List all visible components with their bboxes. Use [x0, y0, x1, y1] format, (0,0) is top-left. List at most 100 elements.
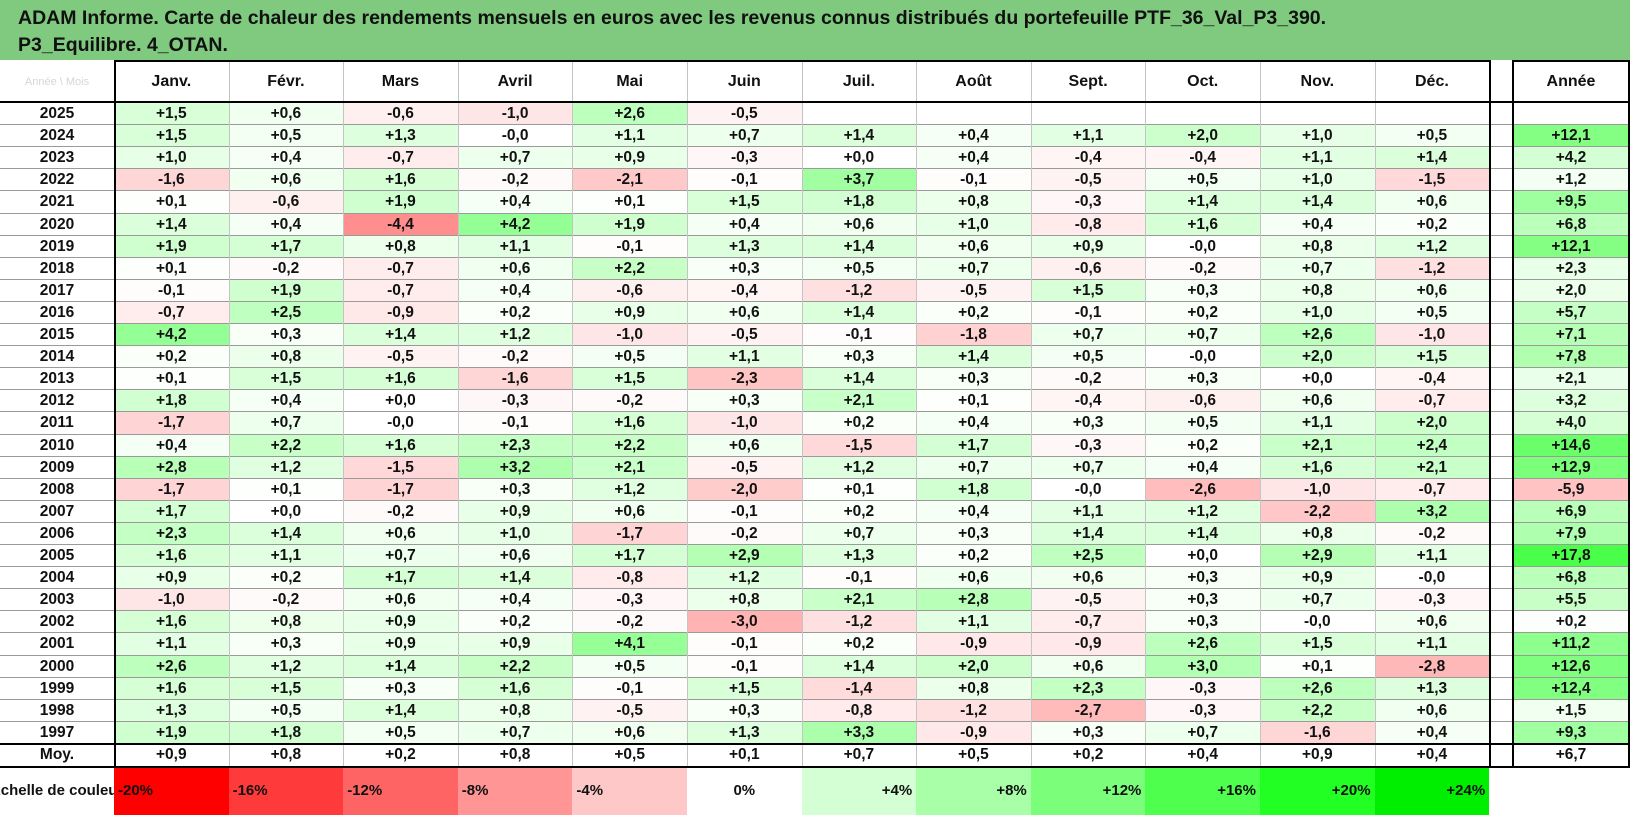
month-value-cell: +0,6: [1374, 611, 1490, 634]
column-divider: [1628, 60, 1630, 767]
month-value-cell: +1,2: [228, 655, 344, 678]
annual-value-cell: -5,9: [1512, 478, 1630, 501]
month-value-cell: -0,2: [687, 522, 802, 545]
annual-value-cell: +12,4: [1512, 677, 1630, 700]
row-divider: [0, 521, 1630, 523]
year-label: 2012: [39, 392, 75, 410]
annual-value-cell: +11,2: [1512, 633, 1630, 656]
month-value-cell: +0,8: [916, 677, 1031, 700]
month-value-cell: +0,9: [1260, 567, 1375, 590]
month-value-cell: +0,8: [228, 611, 344, 634]
month-value-cell: +2,2: [572, 434, 687, 457]
month-value-cell: +0,4: [1374, 721, 1490, 744]
month-value-cell: -0,2: [572, 611, 687, 634]
year-label: 2005: [39, 547, 75, 565]
month-value-cell: +0,2: [1145, 434, 1260, 457]
month-value-cell: +1,9: [572, 213, 687, 236]
month-value-cell: +0,2: [228, 567, 344, 590]
annual-value-cell: +1,5: [1512, 699, 1630, 722]
month-value-cell: +0,6: [1260, 390, 1375, 413]
year-label: 2023: [39, 149, 75, 167]
month-value-cell: +2,6: [114, 655, 229, 678]
month-value-cell: +2,0: [1260, 346, 1375, 369]
month-value-cell: +0,6: [1030, 655, 1146, 678]
column-divider: [457, 60, 459, 767]
month-value-cell: +0,2: [916, 545, 1031, 568]
month-value-cell: +2,9: [1260, 545, 1375, 568]
month-value-cell: +1,2: [1374, 235, 1490, 258]
month-value-cell: +0,2: [801, 500, 917, 523]
color-scale-swatch: -20%: [114, 766, 229, 815]
month-value-cell: +1,6: [114, 611, 229, 634]
month-value-cell: -0,3: [1030, 434, 1146, 457]
row-divider: [0, 323, 1630, 324]
month-value-cell: +0,6: [343, 589, 458, 612]
month-value-cell: +0,5: [801, 257, 917, 280]
month-value-cell: +1,0: [916, 213, 1031, 236]
month-value-cell: +0,2: [916, 301, 1031, 324]
chart-title: ADAM Informe. Carte de chaleur des rende…: [0, 0, 1630, 60]
month-value-cell: +4,2: [457, 213, 573, 236]
month-value-cell: -1,7: [572, 522, 687, 545]
month-value-cell: +0,7: [1145, 324, 1260, 347]
month-value-cell: +0,6: [457, 545, 573, 568]
chart-title-line2: P3_Equilibre. 4_OTAN.: [18, 34, 228, 56]
year-label: 1997: [39, 723, 75, 741]
month-value-cell: +2,2: [457, 655, 573, 678]
month-value-cell: +2,9: [687, 545, 802, 568]
month-value-cell: +1,9: [228, 279, 344, 302]
month-value-cell: +2,0: [1374, 412, 1490, 435]
month-value-cell: +1,2: [572, 478, 687, 501]
month-value-cell: +1,1: [457, 235, 573, 258]
month-value-cell: +3,7: [801, 169, 917, 192]
month-value-cell: +0,2: [457, 301, 573, 324]
row-divider: [0, 610, 1630, 612]
month-value-cell: +0,5: [1145, 169, 1260, 192]
month-header: Nov.: [1300, 72, 1335, 90]
month-value-cell: +1,1: [114, 633, 229, 656]
month-value-cell: +1,7: [343, 567, 458, 590]
month-header: Janv.: [151, 72, 192, 90]
month-value-cell: +2,8: [114, 456, 229, 479]
month-value-cell: +2,1: [1374, 456, 1490, 479]
month-header: Juin: [727, 72, 761, 90]
column-divider: [801, 60, 803, 767]
month-value-cell: [1260, 103, 1375, 126]
color-scale-swatch: +20%: [1260, 766, 1375, 815]
month-value-cell: -0,1: [457, 412, 573, 435]
month-value-cell: +0,4: [1260, 213, 1375, 236]
month-value-cell: +0,7: [916, 456, 1031, 479]
month-value-cell: -0,7: [1374, 390, 1490, 413]
month-value-cell: +1,3: [343, 125, 458, 148]
month-value-cell: +2,2: [572, 257, 687, 280]
month-value-cell: +1,6: [343, 368, 458, 391]
annual-value-cell: +12,6: [1512, 655, 1630, 678]
month-value-cell: +1,8: [916, 478, 1031, 501]
month-value-cell: -0,2: [1030, 368, 1146, 391]
month-value-cell: +0,1: [572, 191, 687, 214]
month-value-cell: +1,7: [916, 434, 1031, 457]
month-value-cell: +1,1: [1374, 633, 1490, 656]
month-value-cell: +0,9: [457, 633, 573, 656]
month-value-cell: -1,7: [114, 478, 229, 501]
month-value-cell: +2,6: [1260, 677, 1375, 700]
month-value-cell: +2,1: [572, 456, 687, 479]
month-value-cell: +0,6: [916, 567, 1031, 590]
month-value-cell: +0,6: [801, 213, 917, 236]
month-value-cell: +0,7: [1260, 589, 1375, 612]
month-value-cell: +4,1: [572, 633, 687, 656]
month-value-cell: +1,5: [1260, 633, 1375, 656]
month-value-cell: +0,5: [1145, 412, 1260, 435]
row-divider: [0, 544, 1630, 545]
month-value-cell: +1,3: [687, 235, 802, 258]
month-value-cell: +2,6: [1260, 324, 1375, 347]
column-divider: [1145, 60, 1147, 767]
column-divider: [687, 60, 688, 767]
month-value-cell: -2,7: [1030, 699, 1146, 722]
year-label: 1999: [39, 679, 75, 697]
color-scale-swatch: +4%: [801, 766, 917, 815]
month-value-cell: -0,0: [343, 412, 458, 435]
month-value-cell: +0,0: [228, 500, 344, 523]
month-value-cell: -0,9: [916, 721, 1031, 744]
month-value-cell: +0,3: [916, 522, 1031, 545]
